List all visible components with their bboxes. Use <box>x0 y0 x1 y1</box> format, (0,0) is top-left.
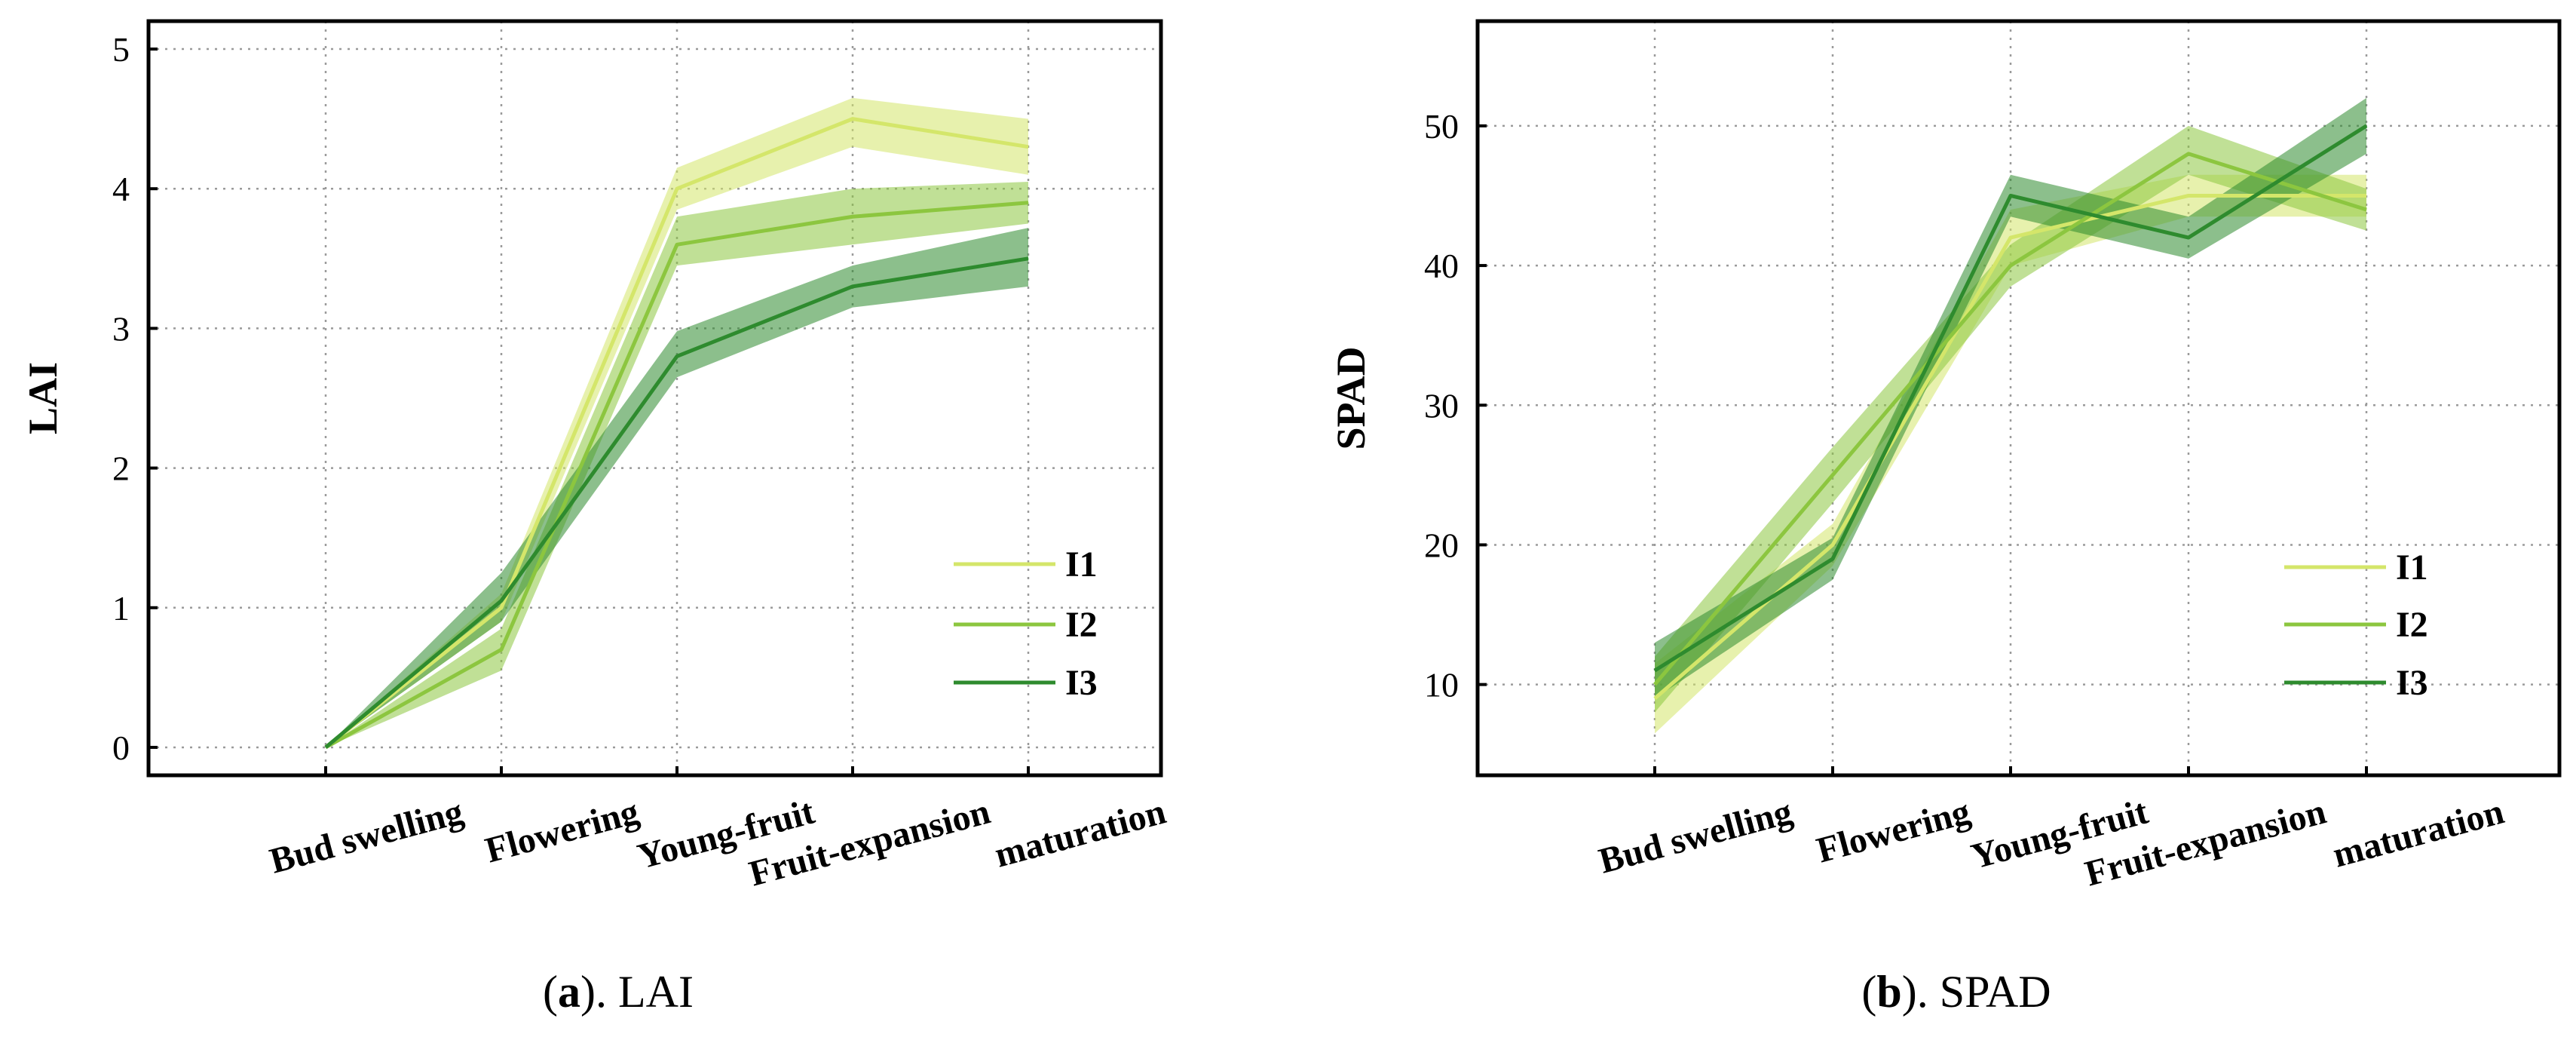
legend-label-i2: I2 <box>1065 605 1098 645</box>
y-axis-label: LAI <box>20 362 66 434</box>
y-tick-label: 4 <box>112 170 130 208</box>
data-point-i3 <box>501 600 502 602</box>
y-tick-label: 5 <box>112 30 130 69</box>
data-point-i1 <box>1654 698 1656 699</box>
data-point-i1 <box>501 607 502 609</box>
y-tick-label: 20 <box>1424 526 1459 564</box>
data-point-i1 <box>1028 146 1029 148</box>
legend-label-i1: I1 <box>1065 545 1098 584</box>
data-point-i3 <box>1654 670 1656 671</box>
legend-label-i3: I3 <box>1065 663 1098 703</box>
y-tick-label: 40 <box>1424 247 1459 285</box>
y-tick-label: 30 <box>1424 386 1459 425</box>
data-point-i2 <box>676 244 678 245</box>
y-tick-label: 1 <box>112 589 130 627</box>
data-point-i2 <box>501 649 502 650</box>
confidence-band-i3 <box>326 228 1028 747</box>
x-tick-label: Flowering <box>1812 791 1974 870</box>
caption-a: (a). LAI <box>543 967 694 1017</box>
y-tick-label: 3 <box>112 309 130 348</box>
data-point-i2 <box>1654 684 1656 686</box>
x-tick-label: Bud swelling <box>1594 791 1796 881</box>
legend-label-i2: I2 <box>2396 605 2428 645</box>
x-tick-label: Flowering <box>481 791 643 870</box>
data-point-i3 <box>2366 125 2367 127</box>
confidence-band-i1 <box>326 97 1028 747</box>
confidence-band-i3 <box>1655 97 2366 699</box>
plot-frame <box>1475 19 2562 778</box>
x-tick-label: maturation <box>2329 791 2508 875</box>
caption-b: (b). SPAD <box>1861 967 2051 1017</box>
legend-label-i1: I1 <box>2396 548 2428 588</box>
y-tick-label: 10 <box>1424 666 1459 704</box>
y-tick-label: 2 <box>112 449 130 488</box>
plot-frame <box>146 19 1163 778</box>
data-point-i2 <box>1028 202 1029 204</box>
y-tick-label: 50 <box>1424 107 1459 146</box>
x-tick-label: maturation <box>991 791 1170 875</box>
x-tick-label: Bud swelling <box>265 791 467 881</box>
data-point-i3 <box>1028 258 1029 259</box>
y-tick-label: 0 <box>112 729 130 767</box>
legend-label-i3: I3 <box>2396 663 2428 703</box>
y-axis-label: SPAD <box>1328 346 1374 449</box>
data-point-i1 <box>2366 195 2367 196</box>
data-point-i3 <box>676 355 678 357</box>
